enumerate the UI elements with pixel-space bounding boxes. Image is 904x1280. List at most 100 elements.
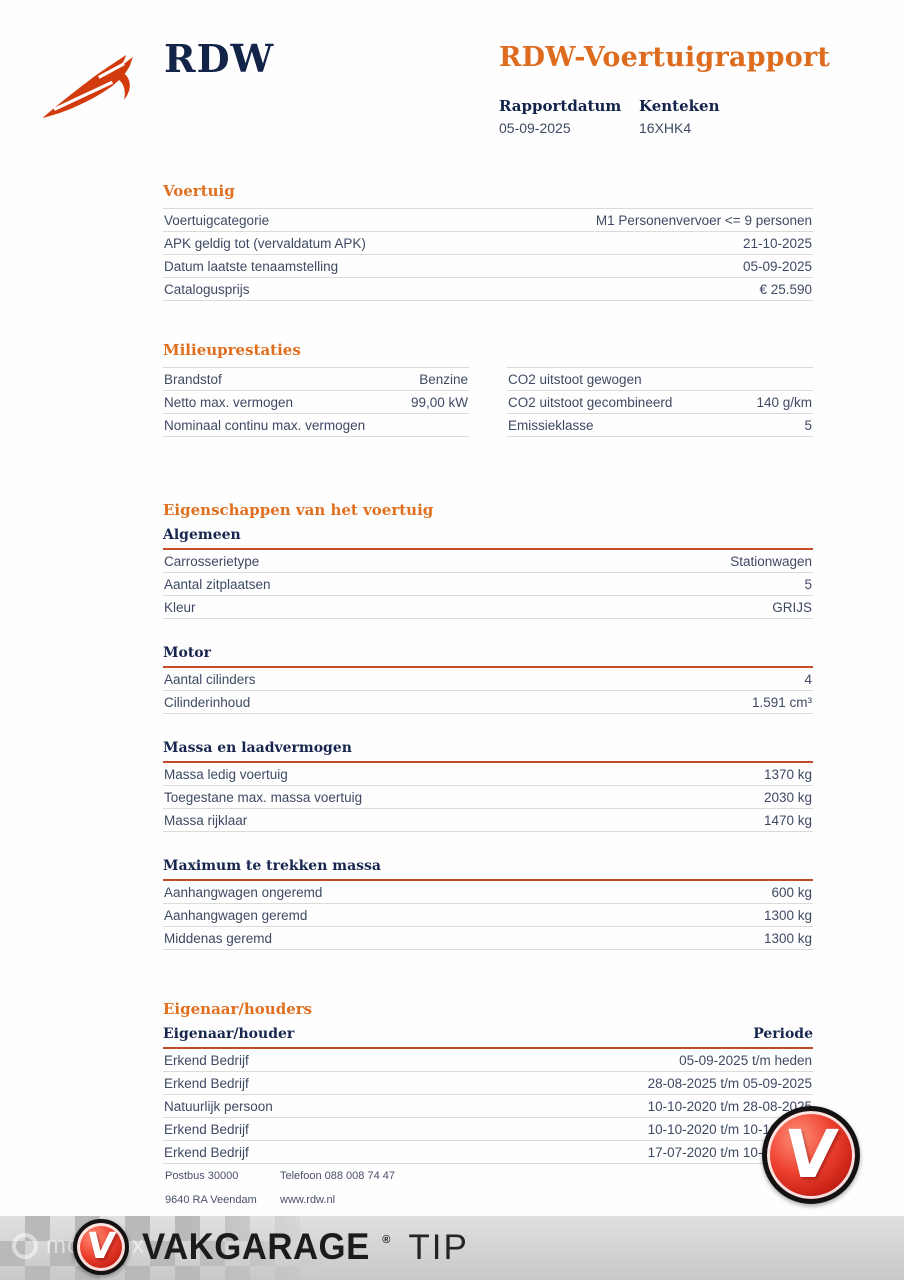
- subsection-title-motor: Motor: [163, 645, 813, 668]
- rdw-feather-icon: [42, 54, 133, 119]
- owner-cell: Erkend Bedrijf: [164, 1122, 249, 1137]
- website-url: www.rdw.nl: [280, 1194, 336, 1206]
- vakgarage-v-letter: V: [84, 1226, 118, 1267]
- footer-line-1: Postbus 30000 Telefoon 088 008 74 47: [165, 1170, 395, 1182]
- row-label: Carrosserietype: [164, 554, 260, 569]
- column-header-owner: Eigenaar/houder: [163, 1026, 295, 1042]
- row-label: APK geldig tot (vervaldatum APK): [164, 236, 366, 251]
- report-header: RDW RDW-Voertuigrapport Rapportdatum 05-…: [0, 0, 904, 168]
- report-head: RDW-Voertuigrapport Rapportdatum 05-09-2…: [499, 42, 831, 136]
- row-label: Aanhangwagen ongeremd: [164, 885, 323, 900]
- license-plate-value: 16XHK4: [639, 120, 692, 136]
- page-title: RDW-Voertuigrapport: [499, 42, 831, 73]
- footer-line-2: 9640 RA Veendam www.rdw.nl: [165, 1194, 395, 1206]
- row-value: 4: [804, 672, 812, 687]
- table-row: Erkend Bedrijf 17-07-2020 t/m 10-10-2020: [163, 1141, 813, 1164]
- table-row: Nominaal continu max. vermogen: [163, 414, 469, 437]
- table-row: Erkend Bedrijf 28-08-2025 t/m 05-09-2025: [163, 1072, 813, 1095]
- owner-cell: Erkend Bedrijf: [164, 1145, 249, 1160]
- owner-cell: Natuurlijk persoon: [164, 1099, 273, 1114]
- table-row: APK geldig tot (vervaldatum APK) 21-10-2…: [163, 232, 813, 255]
- report-date-label: Rapportdatum: [499, 97, 622, 115]
- milieu-left-rows: Brandstof Benzine Netto max. vermogen 99…: [163, 367, 469, 437]
- section-title-milieuprestaties: Milieuprestaties: [163, 341, 301, 359]
- table-row: Kleur GRIJS: [163, 596, 813, 619]
- row-label: Emissieklasse: [508, 418, 594, 433]
- vakgarage-v-badge-small: V: [73, 1219, 129, 1275]
- row-value: 5: [804, 418, 812, 433]
- footer-contact: Postbus 30000 Telefoon 088 008 74 47 964…: [165, 1170, 395, 1218]
- row-label: Kleur: [164, 600, 196, 615]
- row-label: Datum laatste tenaamstelling: [164, 259, 339, 274]
- milieu-right-rows: CO2 uitstoot gewogen CO2 uitstoot gecomb…: [507, 367, 813, 437]
- row-value: 21-10-2025: [742, 236, 812, 251]
- trekken-rows: Aanhangwagen ongeremd 600 kg Aanhangwage…: [163, 881, 813, 950]
- massa-rows: Massa ledig voertuig 1370 kg Toegestane …: [163, 763, 813, 832]
- vakgarage-v-letter: V: [780, 1116, 842, 1193]
- table-row: Voertuigcategorie M1 Personenvervoer <= …: [163, 209, 813, 232]
- row-value: 99,00 kW: [410, 395, 468, 410]
- row-value: 140 g/km: [756, 395, 812, 410]
- table-row: Datum laatste tenaamstelling 05-09-2025: [163, 255, 813, 278]
- city-address: 9640 RA Veendam: [165, 1194, 257, 1206]
- postal-address: Postbus 30000: [165, 1170, 239, 1182]
- row-label: Massa rijklaar: [164, 813, 248, 828]
- row-label: Netto max. vermogen: [164, 395, 294, 410]
- table-row: Carrosserietype Stationwagen: [163, 550, 813, 573]
- row-label: Toegestane max. massa voertuig: [164, 790, 363, 805]
- row-label: CO2 uitstoot gewogen: [508, 372, 642, 387]
- section-title-eigenschappen: Eigenschappen van het voertuig: [163, 501, 434, 519]
- row-value: 600 kg: [771, 885, 812, 900]
- checkered-flag-pattern: [0, 1216, 340, 1280]
- section-voertuig: Voertuig Voertuigcategorie M1 Personenve…: [163, 182, 813, 301]
- subsection-algemeen: Algemeen Carrosserietype Stationwagen Aa…: [163, 527, 813, 619]
- table-row: Netto max. vermogen 99,00 kW: [163, 391, 469, 414]
- table-row: Toegestane max. massa voertuig 2030 kg: [163, 786, 813, 809]
- row-label: Aantal zitplaatsen: [164, 577, 271, 592]
- period-cell: 28-08-2025 t/m 05-09-2025: [647, 1076, 812, 1091]
- section-eigenschappen: Eigenschappen van het voertuig Algemeen …: [163, 501, 813, 950]
- subsection-motor: Motor Aantal cilinders 4 Cilinderinhoud …: [163, 645, 813, 714]
- phone-number: Telefoon 088 008 74 47: [280, 1170, 395, 1182]
- report-date-value: 05-09-2025: [499, 120, 571, 136]
- row-label: Brandstof: [164, 372, 222, 387]
- motor-rows: Aantal cilinders 4 Cilinderinhoud 1.591 …: [163, 668, 813, 714]
- column-header-period: Periode: [753, 1026, 813, 1042]
- row-label: Nominaal continu max. vermogen: [164, 418, 366, 433]
- row-value: M1 Personenvervoer <= 9 personen: [595, 213, 812, 228]
- subsection-massa: Massa en laadvermogen Massa ledig voertu…: [163, 740, 813, 832]
- table-row: CO2 uitstoot gecombineerd 140 g/km: [507, 391, 813, 414]
- license-plate-label: Kenteken: [639, 97, 720, 115]
- vakgarage-wordmark: VAKGARAGE ® TIP: [142, 1226, 469, 1268]
- row-label: Aanhangwagen geremd: [164, 908, 308, 923]
- row-label: Massa ledig voertuig: [164, 767, 288, 782]
- row-value: 1.591 cm³: [751, 695, 812, 710]
- row-value: € 25.590: [759, 282, 812, 297]
- row-value: 5: [804, 577, 812, 592]
- subsection-trekken: Maximum te trekken massa Aanhangwagen on…: [163, 858, 813, 950]
- table-row: Aantal cilinders 4: [163, 668, 813, 691]
- table-row: Natuurlijk persoon 10-10-2020 t/m 28-08-…: [163, 1095, 813, 1118]
- row-label: Voertuigcategorie: [164, 213, 270, 228]
- section-milieuprestaties: Milieuprestaties Brandstof Benzine Netto…: [163, 341, 813, 437]
- algemeen-rows: Carrosserietype Stationwagen Aantal zitp…: [163, 550, 813, 619]
- table-row: CO2 uitstoot gewogen: [507, 368, 813, 391]
- report-date-block: Rapportdatum 05-09-2025: [499, 97, 639, 136]
- row-value: Stationwagen: [730, 554, 812, 569]
- vakgarage-v-badge-large: V: [762, 1106, 860, 1204]
- row-value: Benzine: [419, 372, 468, 387]
- table-row: Middenas geremd 1300 kg: [163, 927, 813, 950]
- table-row: Cilinderinhoud 1.591 cm³: [163, 691, 813, 714]
- row-value: 1300 kg: [763, 908, 812, 923]
- milieu-columns: Brandstof Benzine Netto max. vermogen 99…: [163, 367, 813, 437]
- subsection-title-trekken: Maximum te trekken massa: [163, 858, 813, 881]
- row-value: 1370 kg: [763, 767, 812, 782]
- table-row: Erkend Bedrijf 05-09-2025 t/m heden: [163, 1049, 813, 1072]
- eigenaren-header-row: Eigenaar/houder Periode: [163, 1026, 813, 1049]
- row-value: 1470 kg: [763, 813, 812, 828]
- table-row: Aanhangwagen ongeremd 600 kg: [163, 881, 813, 904]
- registered-trademark-symbol: ®: [382, 1234, 391, 1246]
- row-label: CO2 uitstoot gecombineerd: [508, 395, 673, 410]
- watermark-camera-icon: [12, 1233, 38, 1259]
